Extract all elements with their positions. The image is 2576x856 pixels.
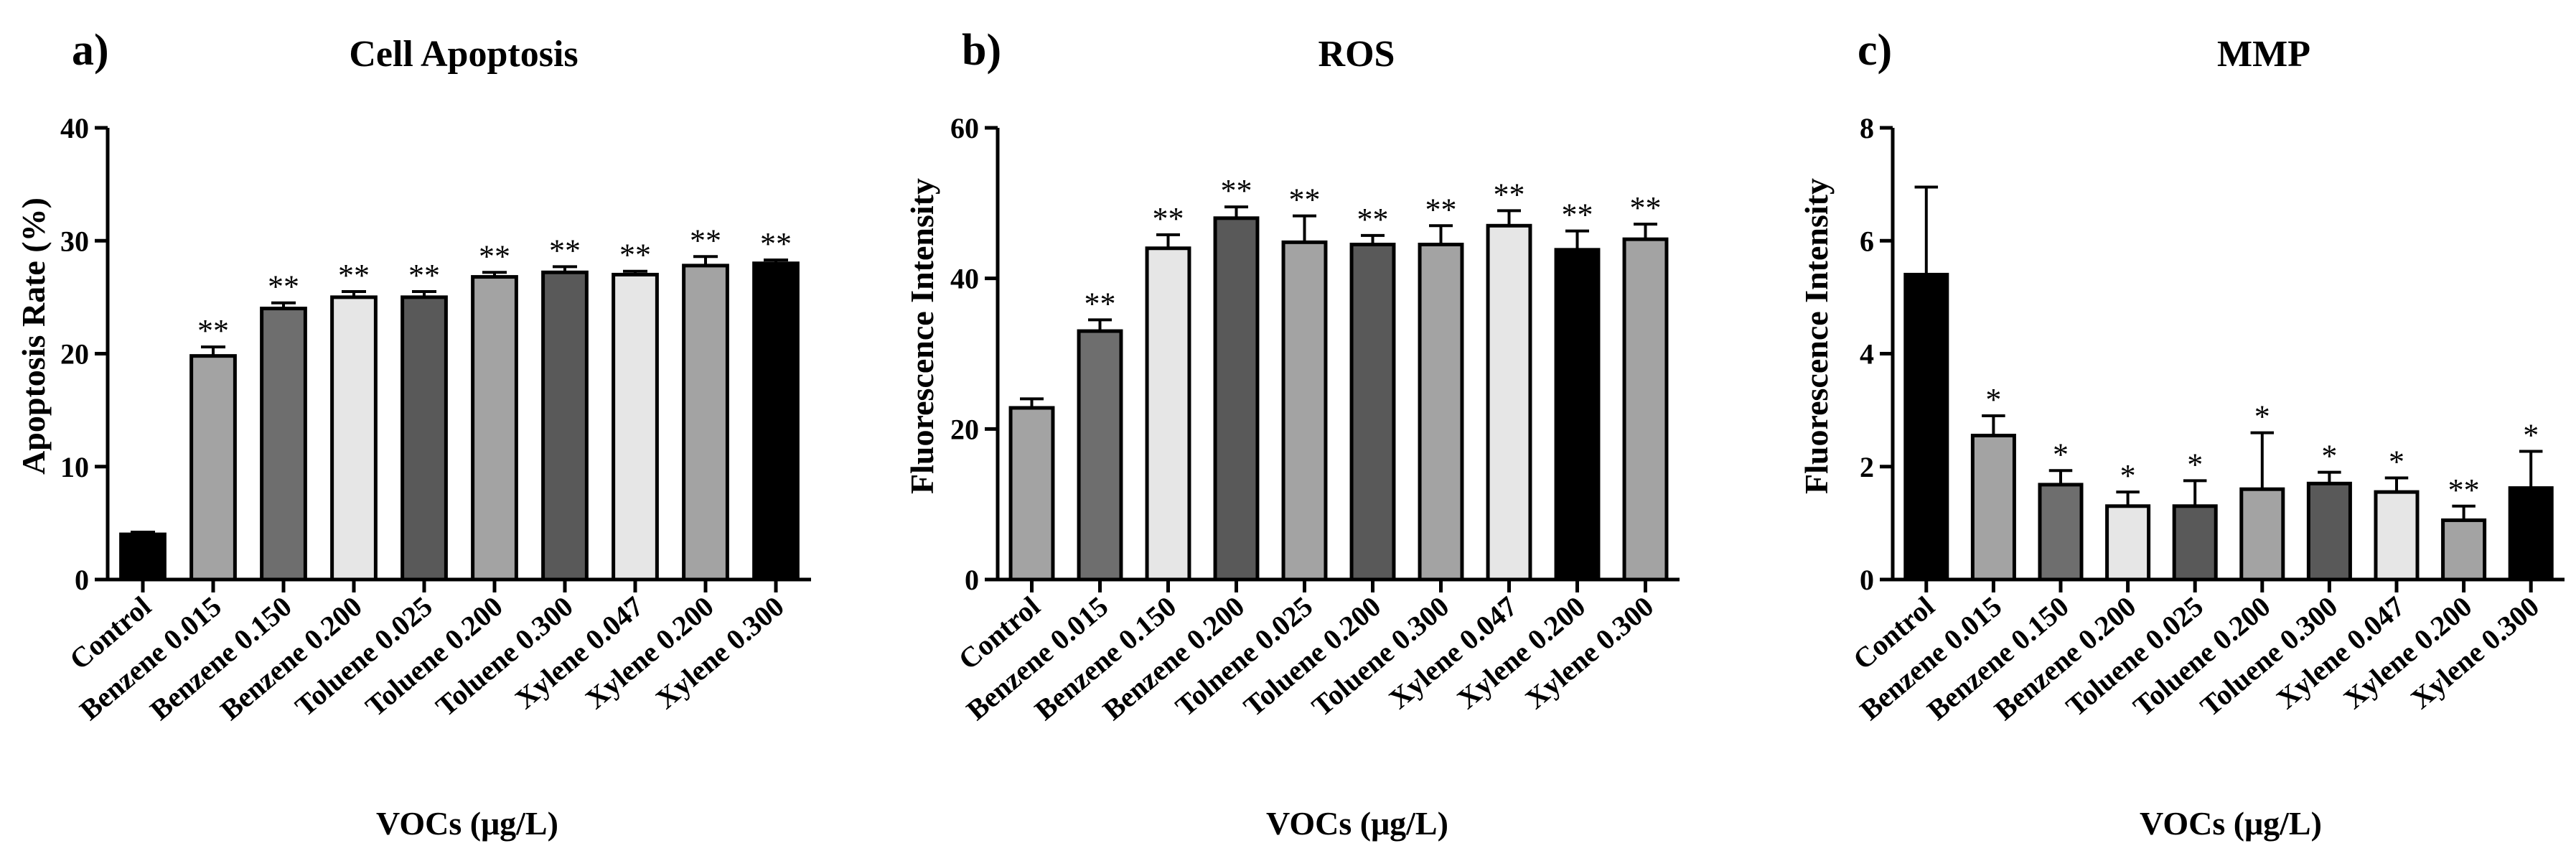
significance-label: *	[2053, 437, 2069, 472]
significance-label: **	[690, 223, 721, 258]
y-tick-label: 0	[75, 564, 89, 596]
significance-label: **	[2448, 473, 2480, 508]
y-tick-label: 10	[60, 451, 89, 483]
x-axis-label: VOCs (μg/L)	[2140, 805, 2322, 842]
bar	[1008, 406, 1055, 582]
significance-label: *	[2254, 399, 2270, 434]
y-axis-label: Fluorescence Intensity	[904, 178, 940, 494]
bar	[2508, 486, 2554, 582]
significance-label: **	[197, 313, 229, 348]
significance-label: **	[1562, 197, 1593, 233]
x-axis-label: VOCs (μg/L)	[376, 805, 558, 842]
significance-label: **	[760, 226, 792, 261]
bar	[1903, 272, 1949, 582]
y-tick-label: 40	[950, 263, 979, 295]
y-axis-label: Apoptosis Rate (%)	[15, 197, 52, 475]
significance-label: **	[338, 258, 370, 293]
bar	[612, 272, 659, 582]
significance-label: **	[1425, 192, 1457, 227]
significance-label: **	[268, 269, 299, 304]
chart-title: Cell Apoptosis	[349, 34, 578, 75]
bar	[1622, 237, 1669, 582]
significance-label: **	[1085, 286, 1116, 321]
bar	[1281, 240, 1328, 582]
y-tick-label: 0	[965, 564, 979, 596]
y-tick-label: 60	[950, 112, 979, 144]
panel-letter: b)	[962, 26, 1001, 75]
significance-label: *	[2187, 447, 2203, 482]
chart-panel-apoptosis: a) Cell Apoptosis Apoptosis Rate (%) VOC…	[15, 26, 811, 842]
bar	[541, 270, 589, 582]
panel-letter: a)	[72, 26, 109, 75]
bar	[1970, 434, 2016, 582]
significance-label: **	[1630, 190, 1662, 225]
significance-label: **	[619, 238, 651, 273]
bar	[2038, 483, 2084, 582]
bar	[1349, 242, 1396, 582]
bar	[330, 295, 378, 582]
y-tick-label: 4	[1860, 338, 1874, 371]
chart-title: ROS	[1319, 34, 1395, 75]
bar	[119, 532, 167, 582]
significance-label: **	[479, 238, 510, 274]
bar	[189, 354, 237, 582]
y-tick-label: 20	[950, 413, 979, 445]
y-tick-label: 8	[1860, 112, 1874, 144]
bar	[2105, 504, 2151, 582]
y-tick-label: 2	[1860, 451, 1874, 483]
y-tick-label: 0	[1860, 564, 1874, 596]
significance-label: *	[1985, 382, 2001, 417]
chart-title: MMP	[2217, 34, 2310, 75]
panel-letter: c)	[1858, 26, 1892, 75]
bar	[682, 264, 729, 582]
chart-panel-ros: b) ROS Fluorescence Intensity VOCs (μg/L…	[904, 26, 1680, 842]
bar	[1145, 246, 1191, 582]
chart-panel-mmp: c) MMP Fluorescence Intensity VOCs (μg/L…	[1798, 26, 2565, 842]
bar	[2441, 518, 2487, 582]
y-tick-label: 30	[60, 225, 89, 257]
y-axis-label: Fluorescence Intensity	[1798, 178, 1835, 494]
significance-label: *	[2523, 418, 2539, 453]
bar	[1418, 242, 1464, 582]
bar	[2172, 504, 2218, 582]
bar	[2306, 481, 2352, 582]
y-tick-label: 6	[1860, 225, 1874, 257]
significance-label: *	[2120, 458, 2136, 493]
significance-label: **	[408, 258, 440, 293]
bar	[752, 261, 800, 582]
y-tick-label: 20	[60, 338, 89, 371]
significance-label: **	[1221, 173, 1252, 208]
bar	[1554, 248, 1601, 582]
bar	[1486, 223, 1532, 582]
bar	[2374, 490, 2420, 582]
significance-label: **	[1357, 202, 1389, 237]
y-tick-label: 40	[60, 112, 89, 144]
significance-label: *	[2321, 439, 2337, 474]
bar	[1077, 329, 1123, 582]
significance-label: **	[1289, 182, 1321, 218]
bar	[2239, 487, 2285, 582]
bar	[471, 275, 518, 582]
significance-label: **	[1494, 177, 1525, 212]
significance-label: **	[549, 233, 581, 268]
significance-label: *	[2389, 444, 2404, 479]
bar	[260, 307, 307, 582]
bar	[1213, 216, 1260, 582]
x-axis-label: VOCs (μg/L)	[1266, 805, 1448, 842]
bar	[401, 295, 448, 582]
significance-label: **	[1153, 201, 1184, 236]
